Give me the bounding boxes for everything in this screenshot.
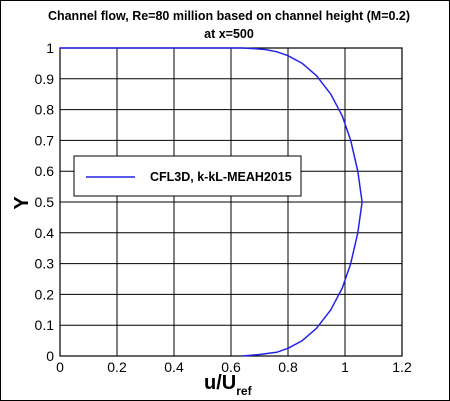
y-tick-label: 1 (46, 40, 54, 56)
y-tick-label: 0.5 (35, 194, 55, 210)
chart-subtitle: at x=500 (204, 27, 254, 41)
chart-title: Channel flow, Re=80 million based on cha… (48, 9, 410, 23)
y-tick-label: 0 (46, 348, 54, 364)
y-tick-label: 0.6 (35, 163, 55, 179)
x-axis-label-subscript: ref (236, 384, 252, 398)
legend: CFL3D, k-kL-MEAH2015 (73, 155, 302, 197)
svg-text:u/Uref: u/Uref (204, 372, 253, 398)
y-tick-label: 0.3 (35, 256, 55, 272)
legend-box (73, 155, 302, 197)
plot-area (59, 47, 403, 357)
y-tick-label: 0.2 (35, 286, 55, 302)
y-axis-label: Y (11, 196, 33, 210)
legend-label: CFL3D, k-kL-MEAH2015 (150, 170, 292, 184)
y-tick-label: 0.4 (35, 225, 55, 241)
x-axis-label: u/Uref (204, 372, 253, 398)
x-tick-labels: 0 0.2 0.4 0.6 0.8 1 1.2 (56, 359, 412, 375)
x-tick-label: 0.6 (221, 359, 241, 375)
x-tick-label: 1 (341, 359, 349, 375)
grid-lines (59, 47, 403, 357)
x-tick-label: 0.2 (107, 359, 127, 375)
series-line (60, 47, 363, 357)
x-tick-label: 0.4 (164, 359, 184, 375)
y-tick-label: 0.8 (35, 102, 55, 118)
y-tick-label: 0.9 (35, 71, 55, 87)
y-tick-labels: 0 0.1 0.2 0.3 0.4 0.5 0.6 0.7 0.8 0.9 1 (35, 40, 55, 364)
y-tick-label: 0.1 (35, 317, 55, 333)
x-tick-label: 1.2 (392, 359, 412, 375)
x-tick-label: 0 (56, 359, 64, 375)
y-tick-label: 0.7 (35, 132, 55, 148)
x-axis-label-main: u/U (204, 372, 236, 394)
x-tick-label: 0.8 (278, 359, 298, 375)
